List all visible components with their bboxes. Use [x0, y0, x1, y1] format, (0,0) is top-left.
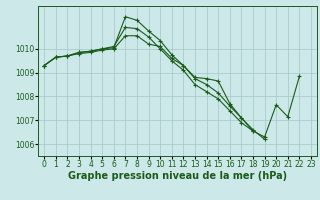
X-axis label: Graphe pression niveau de la mer (hPa): Graphe pression niveau de la mer (hPa)	[68, 171, 287, 181]
